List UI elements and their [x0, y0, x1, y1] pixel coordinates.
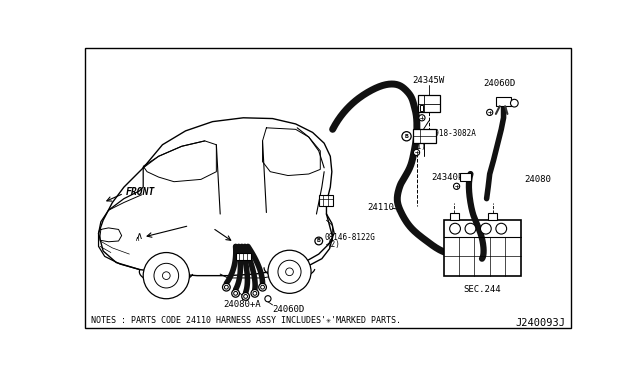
- Text: J240093J: J240093J: [515, 318, 565, 328]
- Circle shape: [143, 253, 189, 299]
- Bar: [236, 253, 251, 260]
- Text: ∧: ∧: [134, 236, 140, 242]
- Text: 24080: 24080: [524, 175, 551, 184]
- Circle shape: [232, 289, 239, 297]
- Text: B: B: [404, 134, 408, 139]
- Bar: [418, 95, 440, 112]
- Circle shape: [315, 237, 323, 245]
- Circle shape: [419, 115, 425, 121]
- Text: SEC.244: SEC.244: [463, 285, 501, 294]
- Circle shape: [223, 283, 230, 291]
- Bar: [444, 220, 520, 276]
- Circle shape: [259, 283, 266, 291]
- Bar: [496, 97, 511, 106]
- Text: NOTES : PARTS CODE 24110 HARNESS ASSY INCLUDES'✳'MARKED PARTS.: NOTES : PARTS CODE 24110 HARNESS ASSY IN…: [91, 316, 401, 325]
- Text: 08146-8122G: 08146-8122G: [325, 232, 376, 242]
- Circle shape: [465, 223, 476, 234]
- Bar: [319, 195, 333, 206]
- Text: 24340P: 24340P: [431, 173, 463, 182]
- Text: B: B: [317, 238, 321, 244]
- Circle shape: [242, 293, 250, 300]
- Text: 24060D: 24060D: [273, 305, 305, 314]
- Circle shape: [265, 296, 271, 302]
- Circle shape: [496, 223, 507, 234]
- Circle shape: [244, 295, 248, 298]
- Bar: [460, 173, 471, 181]
- Circle shape: [268, 250, 311, 294]
- Circle shape: [234, 291, 237, 295]
- Circle shape: [402, 132, 411, 141]
- Text: 24345W: 24345W: [413, 76, 445, 85]
- Text: FRONT: FRONT: [125, 187, 155, 197]
- Text: 24060D: 24060D: [484, 78, 516, 88]
- Circle shape: [413, 150, 420, 155]
- Circle shape: [253, 291, 257, 295]
- Text: 24080+A: 24080+A: [223, 300, 260, 309]
- Text: (2): (2): [326, 240, 340, 249]
- Text: (1): (1): [412, 142, 426, 151]
- Circle shape: [278, 260, 301, 283]
- Circle shape: [450, 223, 460, 234]
- Circle shape: [260, 285, 264, 289]
- Text: ∧: ∧: [136, 231, 143, 241]
- Bar: [420, 105, 424, 111]
- Circle shape: [225, 285, 228, 289]
- Text: 24110: 24110: [367, 203, 394, 212]
- Circle shape: [511, 99, 518, 107]
- Circle shape: [481, 223, 492, 234]
- Circle shape: [251, 289, 259, 297]
- Text: 08918-3082A: 08918-3082A: [425, 129, 476, 138]
- Bar: [488, 212, 497, 220]
- Bar: [413, 129, 436, 143]
- Circle shape: [154, 263, 179, 288]
- Circle shape: [486, 109, 493, 115]
- Bar: [450, 212, 459, 220]
- Circle shape: [454, 183, 460, 189]
- Circle shape: [163, 272, 170, 279]
- Circle shape: [285, 268, 293, 276]
